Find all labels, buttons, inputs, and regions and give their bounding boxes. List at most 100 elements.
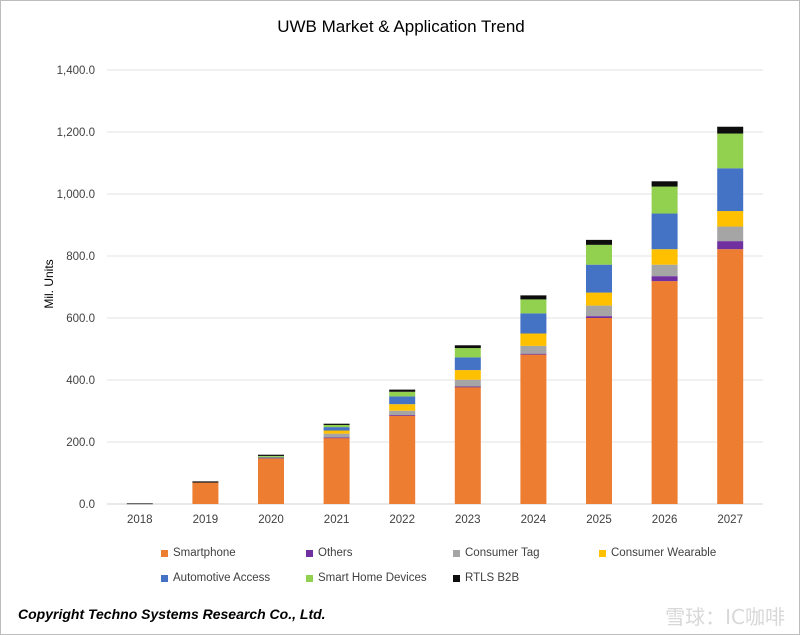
bar-segment-consumer-tag [454,379,481,387]
bar-segment-rtls-b2b [651,181,678,187]
bar-segment-automotive-access [520,313,547,334]
bar-segment-smartphone [323,437,350,504]
bar-segment-consumer-tag [717,226,744,242]
bar-segment-others [454,386,481,388]
bar-segment-automotive-access [651,213,678,250]
bar-segment-rtls-b2b [126,503,153,505]
bar-segment-smartphone [454,386,481,504]
bar-segment-consumer-tag [651,264,678,277]
bar-segment-consumer-wearable [323,430,350,434]
legend-item: Automotive Access [161,572,270,584]
x-tick-label: 2021 [324,514,350,526]
copyright-text: Copyright Techno Systems Research Co., L… [18,606,326,622]
bar-segment-rtls-b2b [454,345,481,349]
bar-segment-consumer-wearable [520,333,547,346]
x-tick-label: 2027 [717,514,743,526]
legend: Smartphone Others Consumer Tag Consumer Wea… [1,545,799,595]
bar-segment-smartphone [520,354,547,504]
legend-swatch [453,549,460,557]
bar-segment-consumer-wearable [717,211,744,227]
legend-item: Consumer Tag [453,547,540,559]
legend-swatch [306,549,313,557]
bar-segment-smart-home-devices [323,424,350,428]
bar-segment-automotive-access [586,264,612,293]
x-tick-label: 2018 [127,514,153,526]
bar-segment-smartphone [389,415,416,504]
y-tick-label: 600.0 [66,313,95,325]
bar-segment-others [323,437,350,439]
x-tick-label: 2025 [586,514,612,526]
bar-segment-automotive-access [454,357,481,371]
y-tick-label: 200.0 [66,437,95,449]
bar-segment-smart-home-devices [586,244,612,265]
x-tick-label: 2026 [652,514,678,526]
x-tick-label: 2019 [193,514,219,526]
bar-segment-smartphone [586,318,612,504]
bar-segment-rtls-b2b [586,239,612,245]
legend-item: Consumer Wearable [599,547,716,559]
x-tick-label: 2024 [521,514,547,526]
x-tick-label: 2023 [455,514,481,526]
chart-title: UWB Market & Application Trend [277,17,525,36]
bar-segment-consumer-tag [586,305,612,317]
bar-segment-consumer-wearable [586,292,612,306]
bar-segment-smart-home-devices [717,133,744,169]
bar-segment-rtls-b2b [389,389,416,392]
legend-label: Others [318,547,353,559]
bar-segment-others [586,316,612,318]
bar-segment-smartphone [192,482,219,504]
y-tick-label: 1,400.0 [57,65,95,77]
bar-segment-automotive-access [323,427,350,431]
bar-segment-automotive-access [258,456,284,458]
bar-segment-smart-home-devices [651,186,678,214]
bar-segment-rtls-b2b [192,481,219,483]
legend-item: Others [306,547,353,559]
bar-segment-consumer-wearable [389,404,416,411]
bar-segment-smartphone [651,281,678,504]
bar-segment-others [520,353,547,355]
legend-swatch [161,549,168,557]
legend-item: RTLS B2B [453,572,519,584]
bar-segment-smartphone [258,458,284,504]
bar-segment-smart-home-devices [258,455,284,457]
bar-segment-consumer-wearable [651,249,678,265]
legend-item: Smartphone [161,547,236,559]
bar-segment-others [389,415,416,416]
bar-segment-smartphone [717,249,744,504]
bar-segment-consumer-wearable [454,370,481,380]
legend-swatch [599,549,606,557]
bar-segment-smart-home-devices [389,391,416,397]
bar-segment-consumer-tag [323,433,350,438]
x-tick-label: 2022 [389,514,415,526]
watermark: 雪球：IC咖啡 [665,605,785,629]
legend-label: Consumer Wearable [611,547,717,559]
legend-label: Automotive Access [173,572,271,584]
legend-swatch [306,574,313,582]
bar-segment-rtls-b2b [323,423,350,425]
bar-segment-smart-home-devices [454,348,481,358]
bar-segment-rtls-b2b [258,454,284,456]
bar-segment-automotive-access [389,396,416,405]
y-tick-label: 1,200.0 [57,127,95,139]
legend-label: RTLS B2B [465,572,520,584]
legend-item: Smart Home Devices [306,572,427,584]
bar-segment-others [717,241,744,250]
y-tick-label: 0.0 [79,499,95,511]
legend-swatch [453,574,460,582]
bar-segment-rtls-b2b [717,126,744,134]
legend-label: Consumer Tag [465,547,540,559]
bar-segment-consumer-tag [520,345,547,354]
legend-label: Smartphone [173,547,236,559]
y-tick-label: 400.0 [66,375,95,387]
legend-swatch [161,574,168,582]
bar-segment-rtls-b2b [520,295,547,300]
bar-segment-automotive-access [717,168,744,212]
y-tick-label: 800.0 [66,251,95,263]
y-tick-label: 1,000.0 [57,189,95,201]
bar-segment-smart-home-devices [520,299,547,314]
bar-segment-consumer-tag [389,410,416,416]
bar-segment-others [651,276,678,282]
plot-area: 0.0 200.0 400.0 600.0 800.0 1,000.0 1,200.0 1,4… [57,65,763,526]
legend-label: Smart Home Devices [318,572,427,584]
